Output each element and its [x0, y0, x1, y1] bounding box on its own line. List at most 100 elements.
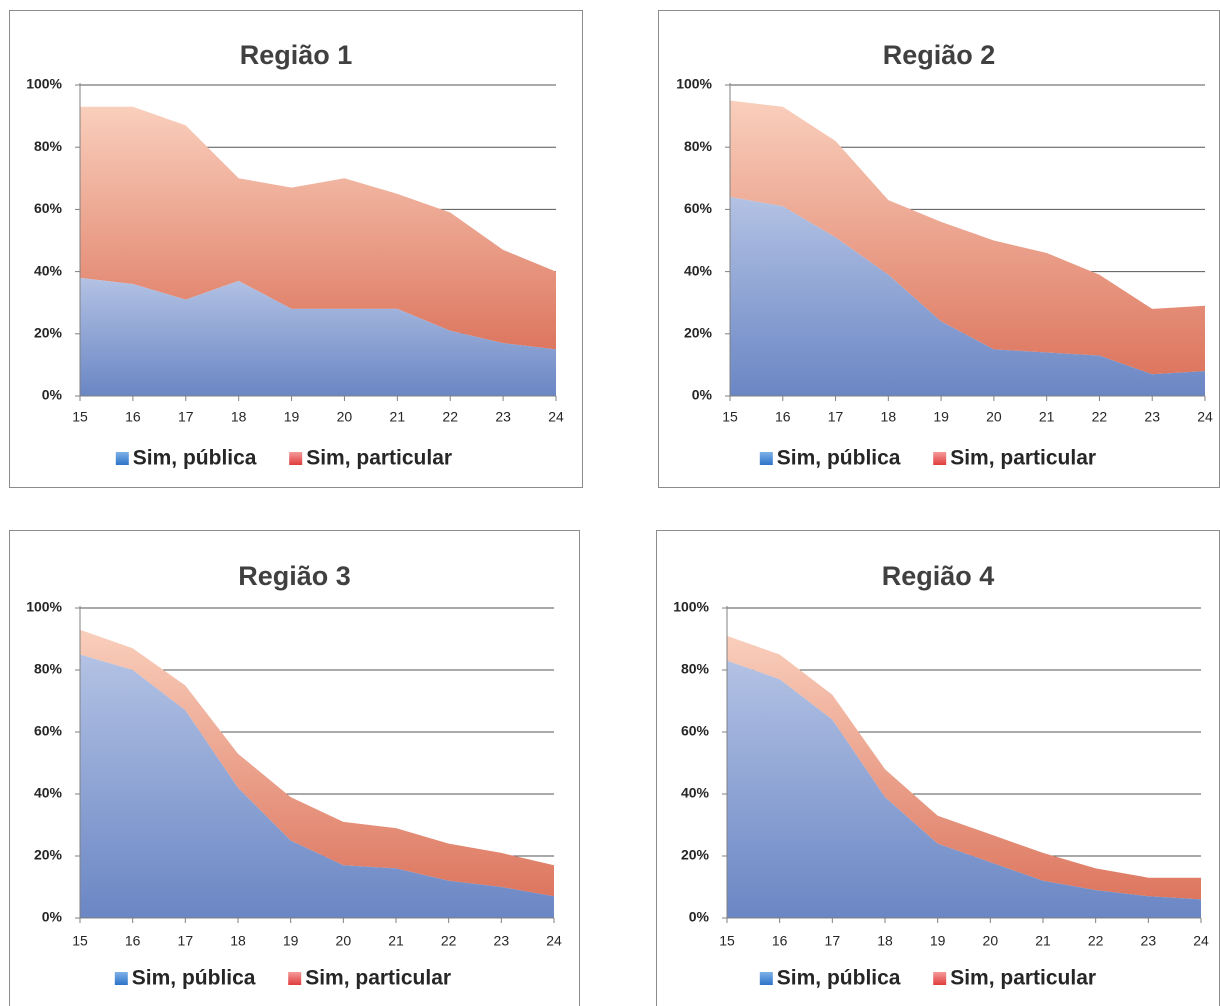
x-tick-label: 21 — [1035, 933, 1051, 949]
x-tick-label: 24 — [546, 933, 562, 949]
legend-label-particular: Sim, particular — [306, 447, 452, 470]
y-tick-label: 20% — [681, 847, 710, 863]
y-tick-label: 0% — [42, 387, 63, 403]
x-tick-label: 17 — [825, 933, 841, 949]
x-tick-label: 19 — [933, 409, 949, 425]
y-tick-label: 60% — [34, 200, 63, 216]
legend-swatch-particular — [288, 972, 302, 985]
legend-label-publica: Sim, pública — [132, 967, 256, 990]
legend-label-publica: Sim, pública — [133, 447, 257, 470]
y-tick-label: 80% — [681, 661, 710, 677]
y-tick-label: 40% — [684, 262, 713, 278]
x-tick-label: 15 — [722, 409, 738, 425]
y-tick-label: 20% — [34, 325, 63, 341]
x-tick-label: 23 — [1144, 409, 1160, 425]
y-tick-label: 40% — [681, 785, 710, 801]
legend-label-particular: Sim, particular — [305, 967, 451, 990]
chart-panel-regiao-2: Região 2 0% 20% 40% 60% 80% 100% 15 16 17 18 19 20 21… — [658, 10, 1220, 488]
y-tick-label: 40% — [34, 262, 63, 278]
x-tick-label: 15 — [72, 933, 88, 949]
chart-svg: Região 4 0% 20% 40% 60% 80% 100% 15 16 17 18 19 20 21… — [673, 561, 1209, 990]
legend-swatch-publica — [759, 452, 773, 465]
x-tick-label: 24 — [1193, 933, 1209, 949]
area-series-particular — [80, 629, 554, 897]
legend: Sim, pública Sim, particular — [114, 967, 451, 990]
y-tick-label: 80% — [684, 138, 713, 154]
x-tick-label: 23 — [495, 409, 511, 425]
area-series-publica — [727, 660, 1201, 918]
x-tick-label: 18 — [231, 409, 247, 425]
x-tick-label: 17 — [828, 409, 844, 425]
y-tick-label: 40% — [34, 785, 63, 801]
x-tick-label: 23 — [1141, 933, 1157, 949]
legend-label-particular: Sim, particular — [950, 447, 1096, 470]
legend-swatch-particular — [933, 452, 947, 465]
y-tick-label: 100% — [673, 599, 709, 615]
legend-swatch-particular — [289, 452, 303, 465]
area-series-particular — [80, 106, 556, 350]
x-tick-label: 21 — [1039, 409, 1055, 425]
chart-svg: Região 3 0% 20% 40% 60% 80% 100% 15 16 17 18 19 20 21… — [26, 561, 562, 990]
y-tick-label: 0% — [42, 909, 63, 925]
y-tick-label: 100% — [676, 76, 712, 92]
x-tick-label: 16 — [775, 409, 791, 425]
area-series-publica — [730, 196, 1205, 396]
x-tick-label: 22 — [442, 409, 458, 425]
x-tick-label: 22 — [441, 933, 457, 949]
x-tick-label: 16 — [772, 933, 788, 949]
y-tick-label: 20% — [684, 325, 713, 341]
chart-title: Região 3 — [238, 561, 351, 591]
x-tick-label: 24 — [548, 409, 564, 425]
x-tick-label: 15 — [72, 409, 88, 425]
area-series-publica — [80, 654, 554, 918]
x-tick-label: 19 — [283, 933, 299, 949]
y-tick-label: 60% — [684, 200, 713, 216]
y-tick-label: 20% — [34, 847, 63, 863]
chart-title: Região 4 — [882, 561, 995, 591]
x-tick-label: 22 — [1088, 933, 1104, 949]
legend: Sim, pública Sim, particular — [115, 447, 452, 470]
x-tick-label: 21 — [388, 933, 404, 949]
area-series-publica — [80, 277, 556, 396]
legend-label-particular: Sim, particular — [950, 967, 1096, 990]
x-tick-label: 23 — [494, 933, 510, 949]
legend: Sim, pública Sim, particular — [759, 967, 1096, 990]
x-tick-label: 17 — [178, 409, 194, 425]
area-series-particular — [727, 635, 1201, 900]
legend: Sim, pública Sim, particular — [759, 447, 1096, 470]
x-tick-label: 16 — [125, 409, 141, 425]
x-tick-label: 20 — [983, 933, 999, 949]
x-tick-label: 22 — [1092, 409, 1108, 425]
y-tick-label: 80% — [34, 138, 63, 154]
chart-title: Região 2 — [883, 40, 996, 70]
x-tick-label: 18 — [230, 933, 246, 949]
x-tick-label: 17 — [178, 933, 194, 949]
y-tick-label: 60% — [681, 723, 710, 739]
chart-title: Região 1 — [240, 40, 353, 70]
y-tick-label: 60% — [34, 723, 63, 739]
chart-panel-regiao-3: Região 3 0% 20% 40% 60% 80% 100% 15 16 17 18 19 20 21… — [9, 530, 580, 1006]
x-tick-label: 18 — [881, 409, 897, 425]
legend-swatch-publica — [759, 972, 773, 985]
legend-label-publica: Sim, pública — [777, 967, 901, 990]
x-tick-label: 21 — [390, 409, 406, 425]
x-tick-label: 16 — [125, 933, 141, 949]
y-tick-label: 100% — [26, 76, 62, 92]
y-tick-label: 0% — [689, 909, 710, 925]
x-tick-label: 20 — [986, 409, 1002, 425]
legend-swatch-publica — [115, 452, 129, 465]
chart-panel-regiao-1: Região 1 0% 20% 40% 60% 80% 100% 15 16 17 18 19 20 21… — [9, 10, 583, 488]
x-tick-label: 19 — [284, 409, 300, 425]
x-tick-label: 24 — [1197, 409, 1213, 425]
legend-swatch-publica — [114, 972, 128, 985]
x-tick-label: 19 — [930, 933, 946, 949]
y-tick-label: 0% — [692, 387, 713, 403]
chart-svg: Região 1 0% 20% 40% 60% 80% 100% 15 16 17 18 19 20 21… — [26, 40, 564, 470]
chart-svg: Região 2 0% 20% 40% 60% 80% 100% 15 16 17 18 19 20 21… — [676, 40, 1213, 470]
y-tick-label: 80% — [34, 661, 63, 677]
chart-panel-regiao-4: Região 4 0% 20% 40% 60% 80% 100% 15 16 17 18 19 20 21… — [656, 530, 1220, 1006]
x-tick-label: 20 — [337, 409, 353, 425]
y-tick-label: 100% — [26, 599, 62, 615]
legend-label-publica: Sim, pública — [777, 447, 901, 470]
x-tick-label: 20 — [336, 933, 352, 949]
